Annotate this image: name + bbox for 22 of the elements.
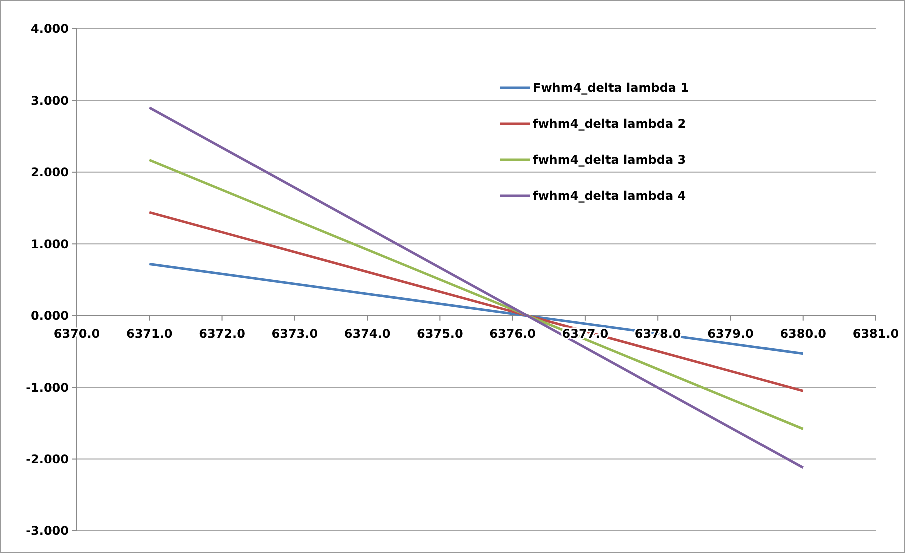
x-tick-label: 6379.0	[708, 326, 754, 341]
legend-label: Fwhm4_delta lambda 1	[533, 81, 690, 96]
y-tick-label: 0.000	[31, 309, 69, 324]
legend-label: fwhm4_delta lambda 4	[533, 189, 686, 204]
x-tick-label: 6371.0	[126, 326, 173, 341]
x-tick-label: 6376.0	[490, 326, 536, 341]
y-tick-label: -3.000	[26, 524, 69, 538]
x-tick-label: 6380.0	[780, 326, 827, 341]
x-tick-label: 6374.0	[344, 326, 391, 341]
y-tick-label: 1.000	[31, 237, 69, 252]
y-tick-label: -2.000	[26, 452, 69, 466]
y-tick-label: 3.000	[31, 94, 69, 108]
legend-label: fwhm4_delta lambda 2	[533, 117, 686, 132]
legend-label: fwhm4_delta lambda 3	[533, 153, 686, 168]
x-tick-label: 6370.0	[54, 326, 100, 341]
y-tick-label: -1.000	[26, 380, 69, 395]
x-tick-label: 6372.0	[199, 326, 246, 341]
y-tick-label: 2.000	[31, 166, 69, 180]
x-tick-label: 6373.0	[272, 326, 318, 341]
x-tick-label: 6375.0	[417, 326, 464, 341]
x-tick-label: 6381.0	[852, 326, 900, 341]
y-tick-label: 4.000	[31, 22, 69, 36]
